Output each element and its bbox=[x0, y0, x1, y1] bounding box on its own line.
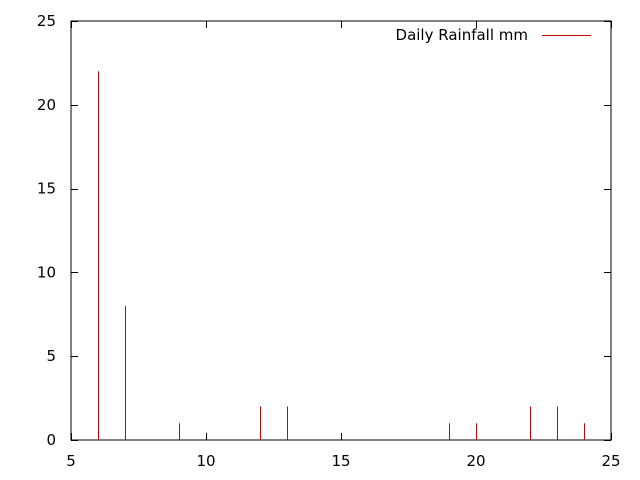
x-tick-label: 20 bbox=[466, 452, 485, 470]
plot-data bbox=[98, 71, 585, 440]
y-tick-label: 10 bbox=[37, 263, 56, 281]
y-tick-label: 20 bbox=[37, 96, 56, 114]
y-tick-label: 25 bbox=[37, 12, 56, 30]
x-tick-label: 15 bbox=[331, 452, 350, 470]
x-tick-label: 25 bbox=[601, 452, 620, 470]
legend: Daily Rainfall mm bbox=[396, 26, 591, 44]
y-tick-label: 15 bbox=[37, 180, 56, 198]
y-tick-label: 5 bbox=[46, 347, 56, 365]
legend-label: Daily Rainfall mm bbox=[396, 26, 528, 44]
x-tick-label: 10 bbox=[196, 452, 215, 470]
plot-frame bbox=[70, 20, 612, 441]
y-tick-label: 0 bbox=[46, 431, 56, 449]
x-tick-label: 5 bbox=[66, 452, 76, 470]
